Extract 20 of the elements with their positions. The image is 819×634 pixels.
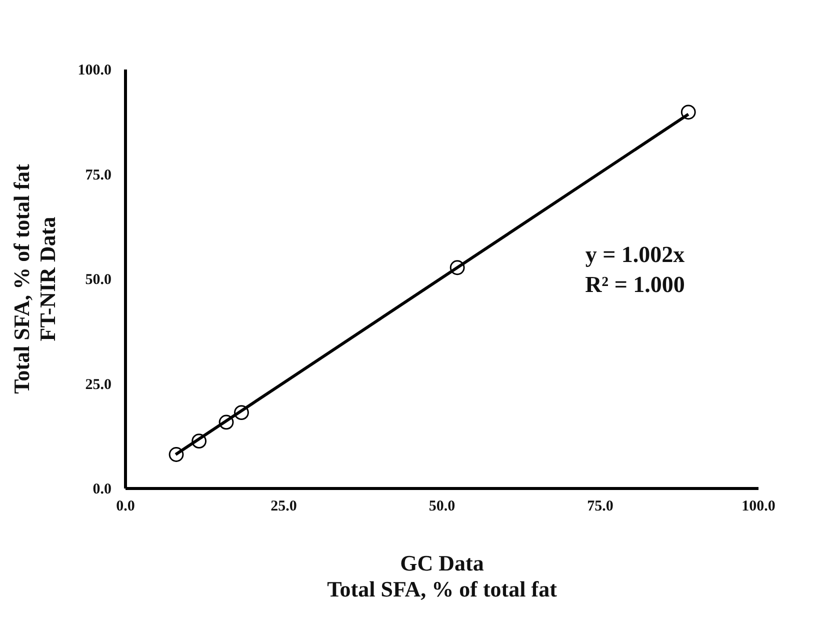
- y-tick-label: 100.0: [78, 62, 112, 78]
- point: [234, 405, 249, 420]
- point: [168, 447, 184, 462]
- y-tick-label: 25.0: [85, 376, 112, 393]
- point: [218, 414, 234, 430]
- x-tick-label: 0.0: [116, 498, 135, 514]
- point: [192, 434, 207, 449]
- y-tick-label: 50.0: [85, 272, 112, 288]
- x-tick-label: 100.0: [742, 498, 776, 514]
- x-tick-label: 75.0: [587, 498, 614, 514]
- x-tick-label: 50.0: [428, 498, 456, 514]
- point: [680, 104, 696, 120]
- annotation: y = 1.002x: [585, 242, 686, 267]
- annotation: R² = 1.000: [585, 272, 685, 297]
- y-tick-label: 75.0: [85, 167, 112, 184]
- x-tick-label: 25.0: [270, 498, 297, 514]
- point: [450, 260, 465, 276]
- x-axis-title: GC Data Total SFA, % of total fat: [327, 550, 558, 602]
- y-tick-label: 0.0: [92, 482, 112, 498]
- y-axis-title: Total SFA, % of total fat FT-NIR Data: [8, 163, 60, 394]
